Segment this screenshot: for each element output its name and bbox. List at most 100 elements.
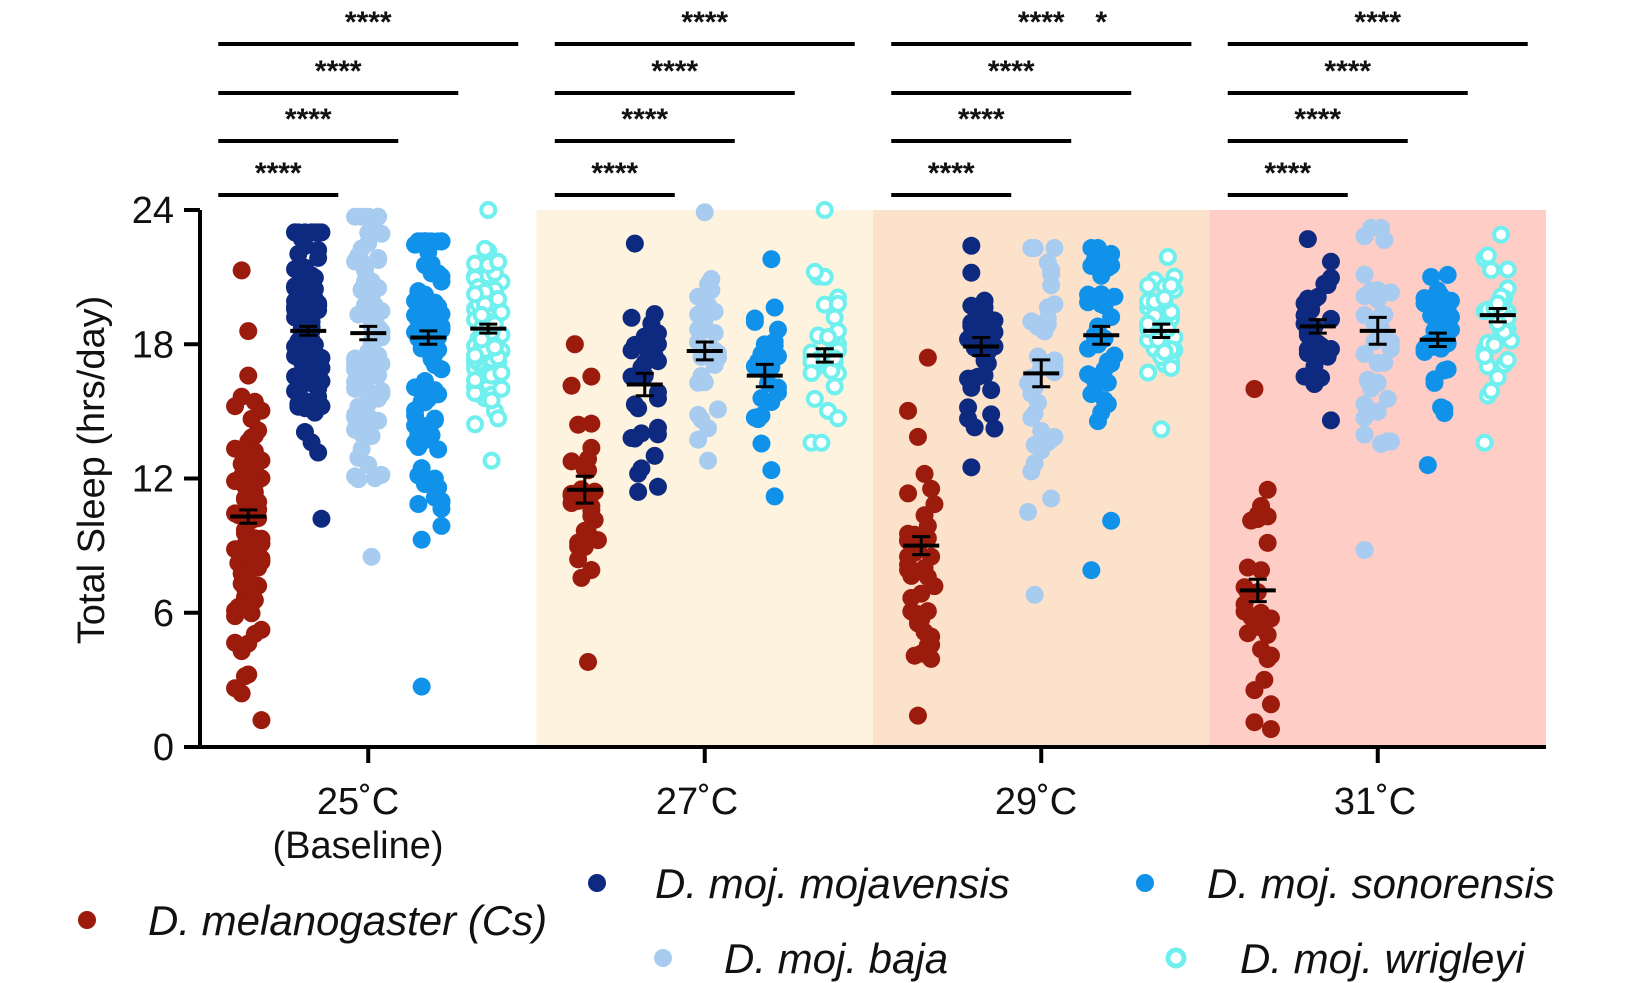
data-point (1492, 225, 1511, 244)
legend: D. melanogaster (Cs) D. moj. mojavensis … (78, 860, 1555, 982)
data-point (705, 302, 724, 321)
data-point (632, 459, 651, 478)
significance-label: **** (345, 6, 392, 39)
data-point (1155, 289, 1174, 308)
data-point (648, 477, 667, 496)
data-point (359, 342, 378, 361)
data-point (1422, 267, 1441, 286)
data-point (1025, 454, 1044, 473)
data-point (1368, 402, 1387, 421)
data-point (912, 610, 931, 629)
data-point (1102, 511, 1121, 530)
data-point (362, 547, 381, 566)
data-point (695, 203, 714, 222)
data-point (235, 535, 254, 554)
data-point (1092, 295, 1111, 314)
data-point (648, 418, 667, 437)
data-point (245, 392, 264, 411)
data-point (635, 353, 654, 372)
data-point (1381, 283, 1400, 302)
data-point (369, 326, 388, 345)
data-point (352, 439, 371, 458)
data-point (962, 458, 981, 477)
significance-label: **** (928, 157, 975, 190)
data-point (1498, 260, 1517, 279)
data-point (1418, 456, 1437, 475)
data-point (235, 476, 254, 495)
y-tick-label: 18 (132, 324, 174, 366)
data-point (349, 305, 368, 324)
data-point (409, 296, 428, 315)
data-point (432, 320, 451, 339)
data-point (1245, 681, 1264, 700)
data-point (899, 547, 918, 566)
data-point (1025, 404, 1044, 423)
data-point (1355, 344, 1374, 363)
data-point (1432, 339, 1451, 358)
data-point (1105, 346, 1124, 365)
data-point (346, 252, 365, 271)
data-point (365, 469, 384, 488)
data-point (286, 337, 305, 356)
mean-sem-bars (230, 306, 1516, 604)
data-point (562, 452, 581, 471)
data-point (309, 223, 328, 242)
data-point (1082, 561, 1101, 580)
data-point (252, 711, 271, 730)
data-point (645, 446, 664, 465)
data-point (1258, 533, 1277, 552)
data-point (975, 366, 994, 385)
data-point (1079, 285, 1098, 304)
data-point (1365, 332, 1384, 351)
data-point (645, 305, 664, 324)
data-point (1482, 261, 1501, 280)
data-point (372, 224, 391, 243)
data-point (482, 391, 501, 410)
data-point (489, 252, 508, 271)
legend-marker-wrigleyi (1165, 947, 1187, 969)
data-point (235, 520, 254, 539)
data-point (762, 393, 781, 412)
data-point (252, 529, 271, 548)
data-point (1261, 720, 1280, 739)
data-point (1238, 558, 1257, 577)
data-point (239, 634, 258, 653)
data-point (1355, 395, 1374, 414)
significance-label: **** (988, 55, 1035, 88)
data-point (1438, 265, 1457, 284)
data-point (765, 487, 784, 506)
data-point (312, 509, 331, 528)
data-point (419, 386, 438, 405)
data-point (1478, 246, 1497, 265)
data-point (1022, 378, 1041, 397)
data-point (918, 636, 937, 655)
y-tick-label: 6 (153, 593, 174, 635)
x-tick-label-29: 29˚C (995, 781, 1077, 823)
data-point (1355, 265, 1374, 284)
data-point (582, 561, 601, 580)
data-point (962, 236, 981, 255)
data-point (432, 516, 451, 535)
data-point (762, 461, 781, 480)
data-point (352, 415, 371, 434)
axes: Total Sleep (hrs/day) 25˚C (Baseline) 27… (71, 190, 1546, 867)
data-point (1139, 276, 1158, 295)
data-point (1425, 370, 1444, 389)
data-point (415, 372, 434, 391)
data-point (825, 377, 844, 396)
data-point (1042, 489, 1061, 508)
data-point (1318, 347, 1337, 366)
data-point (249, 492, 268, 511)
data-point (975, 304, 994, 323)
data-point (569, 533, 588, 552)
data-point (365, 296, 384, 315)
data-point (959, 369, 978, 388)
data-point (1025, 435, 1044, 454)
data-point (622, 341, 641, 360)
data-point (489, 409, 508, 428)
data-point (1432, 309, 1451, 328)
significance-label: **** (315, 55, 362, 88)
data-point (1485, 335, 1504, 354)
data-point (286, 260, 305, 279)
data-point (1321, 411, 1340, 430)
